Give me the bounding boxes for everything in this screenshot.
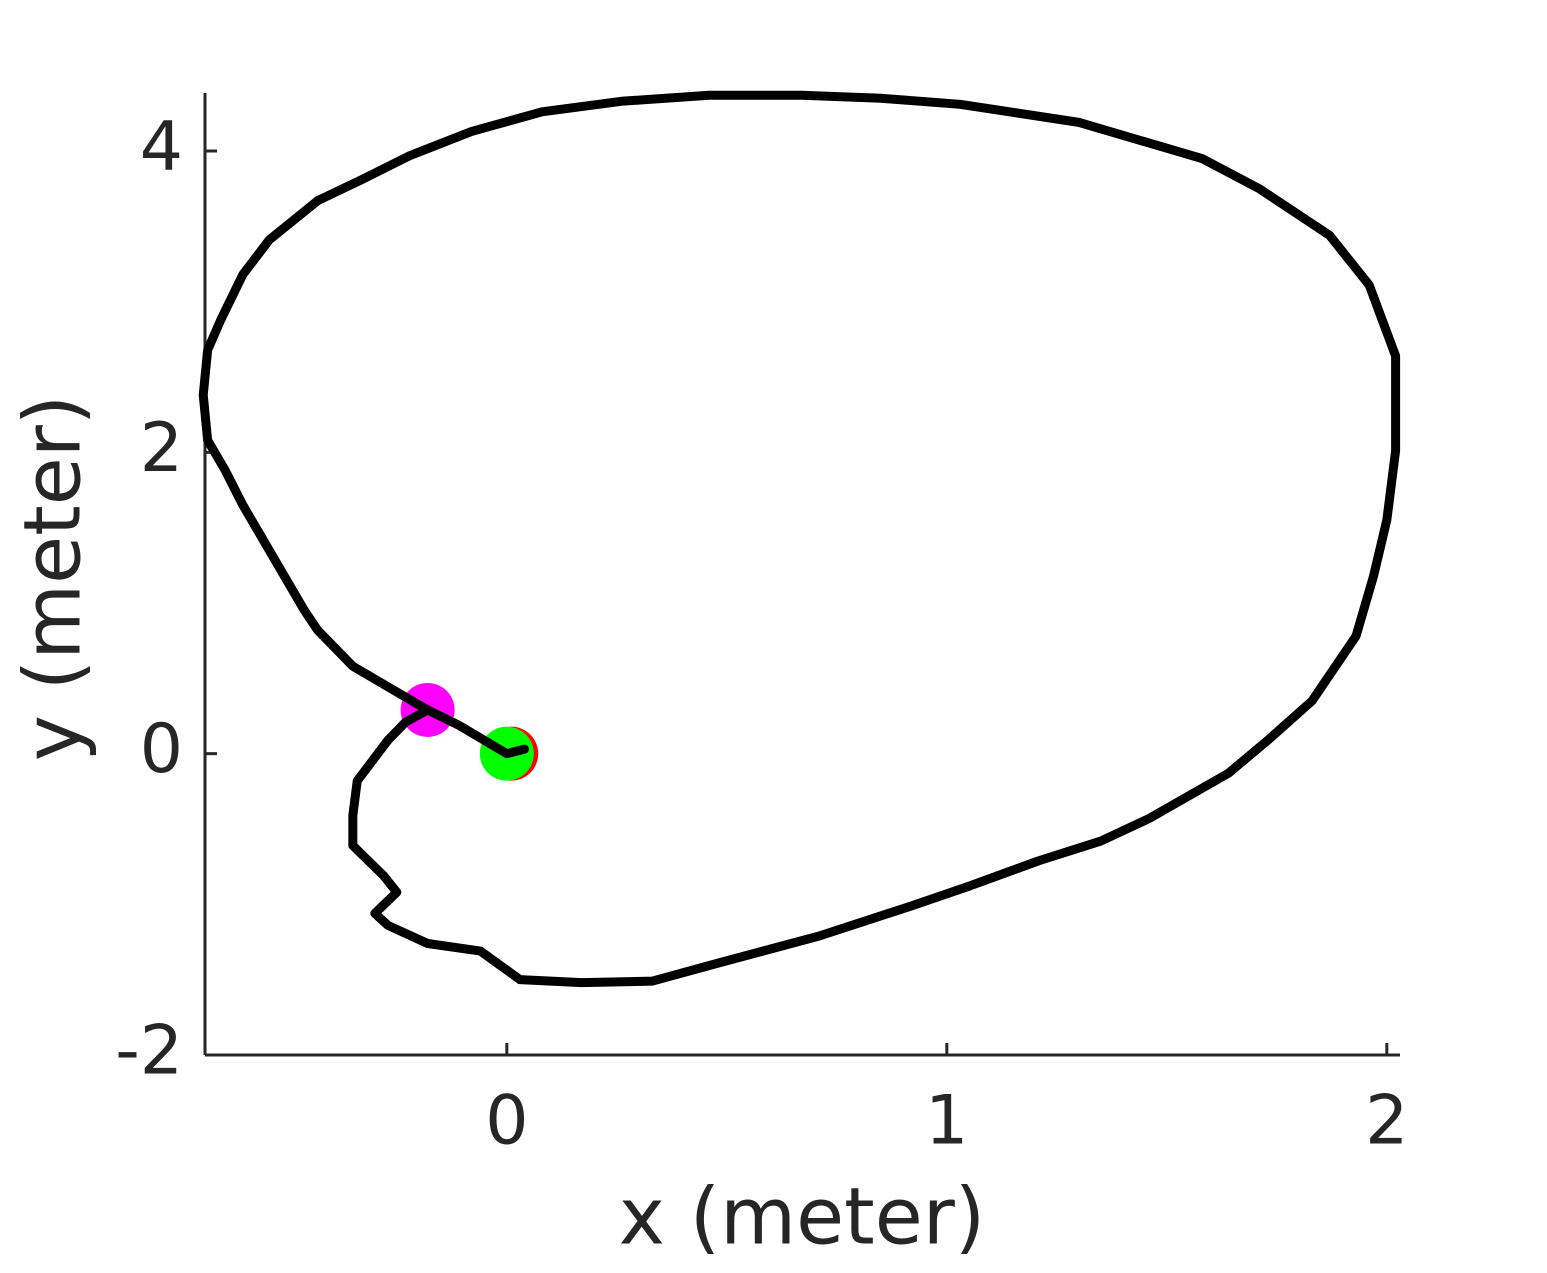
y-tick-label: 0 <box>140 710 183 789</box>
x-axis-label: x (meter) <box>619 1172 985 1262</box>
x-tick-label: 0 <box>485 1082 528 1161</box>
y-tick-label: -2 <box>115 1012 183 1091</box>
y-axis-label: y (meter) <box>8 395 98 761</box>
x-tick-label: 1 <box>925 1082 968 1161</box>
trajectory <box>198 90 1401 988</box>
x-tick-label: 2 <box>1365 1082 1408 1161</box>
y-tick-label: 4 <box>140 108 183 187</box>
y-tick-label: 2 <box>140 409 183 488</box>
